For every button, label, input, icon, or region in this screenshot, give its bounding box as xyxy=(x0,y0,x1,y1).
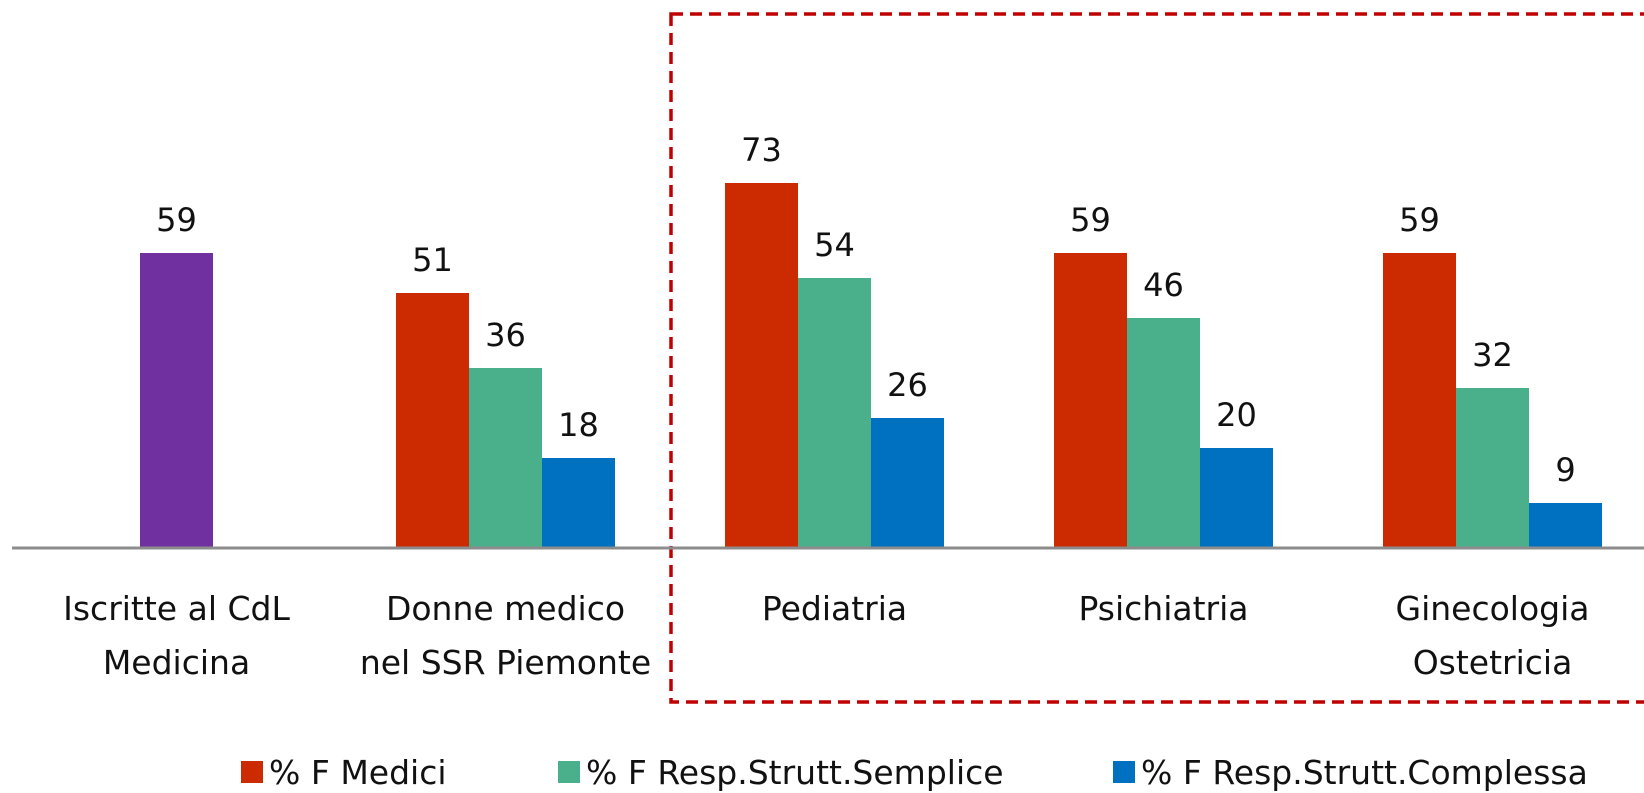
bar xyxy=(1054,253,1127,548)
x-tick-label: Iscritte al CdL Medicina xyxy=(63,589,290,682)
x-tick-label: Psichiatria xyxy=(1078,589,1249,628)
value-label: 9 xyxy=(1555,451,1575,489)
legend-label: % F Resp.Strutt.Semplice xyxy=(586,753,1004,792)
bar xyxy=(1456,388,1529,548)
value-label: 59 xyxy=(156,201,197,239)
bar xyxy=(396,293,469,548)
bar xyxy=(1383,253,1456,548)
value-label: 26 xyxy=(887,366,928,404)
value-label: 59 xyxy=(1070,201,1111,239)
bar xyxy=(798,278,871,548)
value-label: 54 xyxy=(814,226,855,264)
bar xyxy=(725,183,798,548)
highlight-box xyxy=(669,12,1644,704)
bar xyxy=(140,253,213,548)
x-tick-label: Donne medico nel SSR Piemonte xyxy=(359,589,652,682)
value-label: 73 xyxy=(741,131,782,169)
bar xyxy=(1200,448,1273,548)
value-label: 59 xyxy=(1399,201,1440,239)
x-tick-label: Pediatria xyxy=(761,589,908,628)
legend-label: % F Medici xyxy=(269,753,447,792)
value-label: 20 xyxy=(1216,396,1257,434)
bar xyxy=(871,418,944,548)
value-label: 32 xyxy=(1472,336,1513,374)
bar xyxy=(1529,503,1602,548)
legend-swatch xyxy=(1113,761,1135,783)
value-label: 46 xyxy=(1143,266,1184,304)
bar xyxy=(542,458,615,548)
value-label: 18 xyxy=(558,406,599,444)
legend-label: % F Resp.Strutt.Complessa xyxy=(1141,753,1588,792)
bar xyxy=(1127,318,1200,548)
x-tick-label: Ginecologia Ostetricia xyxy=(1395,589,1590,682)
value-label: 51 xyxy=(412,241,453,279)
legend-swatch xyxy=(558,761,580,783)
value-label: 36 xyxy=(485,316,526,354)
legend-swatch xyxy=(241,761,263,783)
bar xyxy=(469,368,542,548)
